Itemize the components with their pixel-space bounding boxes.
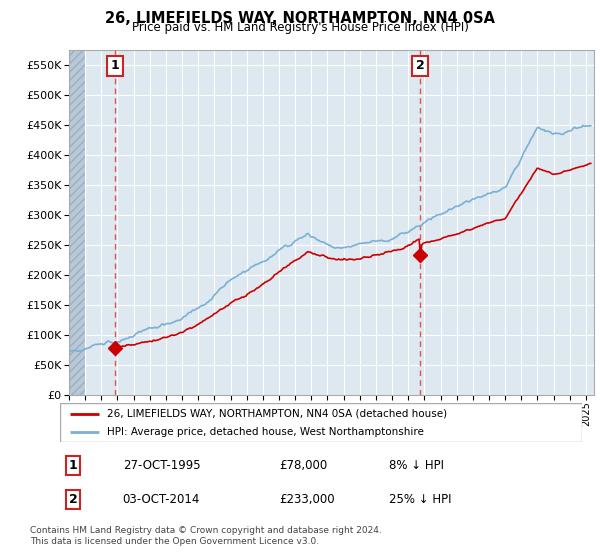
Text: Contains HM Land Registry data © Crown copyright and database right 2024.
This d: Contains HM Land Registry data © Crown c… [30, 526, 382, 546]
Text: £78,000: £78,000 [279, 459, 328, 472]
Text: HPI: Average price, detached house, West Northamptonshire: HPI: Average price, detached house, West… [107, 427, 424, 437]
Text: £233,000: £233,000 [279, 493, 335, 506]
Text: 2: 2 [68, 493, 77, 506]
Text: 03-OCT-2014: 03-OCT-2014 [122, 493, 200, 506]
Bar [69, 50, 85, 395]
Text: 26, LIMEFIELDS WAY, NORTHAMPTON, NN4 0SA (detached house): 26, LIMEFIELDS WAY, NORTHAMPTON, NN4 0SA… [107, 409, 447, 419]
Text: 25% ↓ HPI: 25% ↓ HPI [389, 493, 451, 506]
Text: 1: 1 [68, 459, 77, 472]
Text: 26, LIMEFIELDS WAY, NORTHAMPTON, NN4 0SA: 26, LIMEFIELDS WAY, NORTHAMPTON, NN4 0SA [105, 11, 495, 26]
Text: 8% ↓ HPI: 8% ↓ HPI [389, 459, 444, 472]
Text: Price paid vs. HM Land Registry's House Price Index (HPI): Price paid vs. HM Land Registry's House … [131, 21, 469, 34]
Text: 1: 1 [110, 59, 119, 72]
Text: 27-OCT-1995: 27-OCT-1995 [122, 459, 200, 472]
FancyBboxPatch shape [60, 403, 582, 442]
Text: 2: 2 [416, 59, 425, 72]
